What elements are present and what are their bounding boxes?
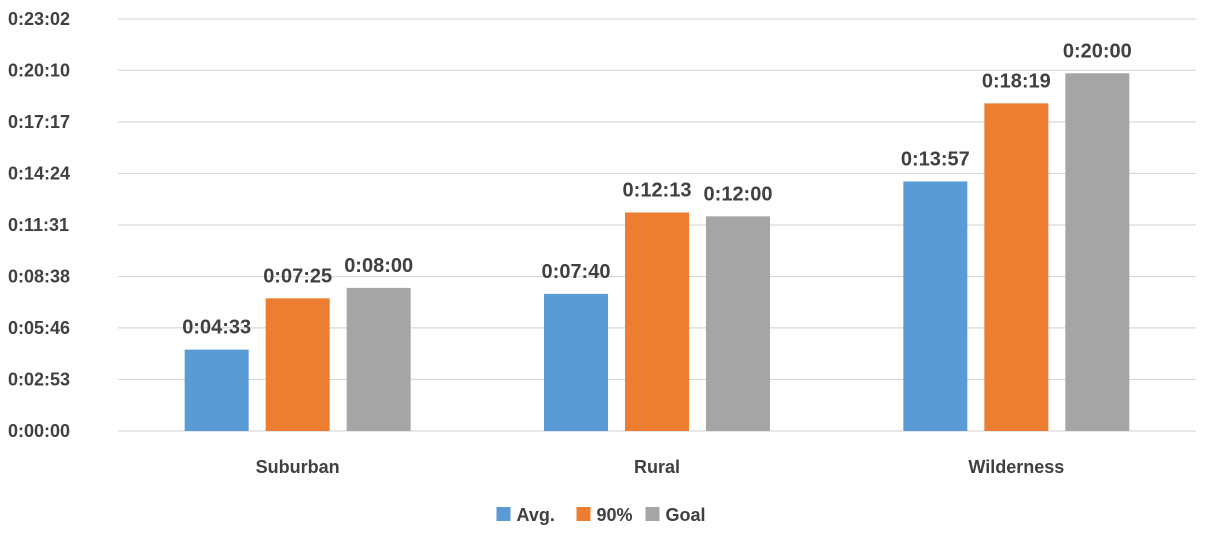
y-tick-label: 0:05:46	[8, 318, 70, 338]
x-axis-ticks: Suburban Rural Wilderness	[256, 457, 1065, 477]
data-label: 0:20:00	[1063, 40, 1132, 62]
y-tick-label: 0:14:24	[8, 163, 70, 183]
legend-swatch	[645, 507, 660, 521]
y-tick-label: 0:11:31	[8, 215, 69, 235]
legend-label: Goal	[666, 505, 706, 525]
y-tick-label: 0:00:00	[8, 421, 70, 441]
data-label: 0:12:13	[623, 179, 692, 201]
bars	[184, 73, 1130, 431]
bar-goal-rural	[706, 216, 770, 431]
bar-90-rural	[625, 212, 689, 431]
data-label: 0:07:40	[542, 261, 611, 283]
bar-90-wilderness	[984, 103, 1049, 431]
legend-item-goal: Goal	[645, 505, 706, 525]
legend-swatch	[576, 507, 591, 521]
data-labels: 0:04:33 0:07:25 0:08:00 0:07:40 0:12:13 0:12:…	[182, 40, 1132, 338]
bar-goal-wilderness	[1065, 73, 1130, 431]
y-axis-ticks: 0:00:00 0:02:53 0:05:46 0:08:38 0:11:31 0:14:…	[8, 9, 70, 441]
bar-90-suburban	[265, 298, 330, 431]
legend-label: Avg.	[517, 505, 555, 525]
x-tick-label: Rural	[634, 457, 680, 477]
legend-label: 90%	[597, 505, 633, 525]
bar-avg-suburban	[184, 349, 249, 431]
y-tick-label: 0:23:02	[8, 9, 70, 29]
bar-avg-wilderness	[903, 181, 968, 431]
x-tick-label: Suburban	[256, 457, 340, 477]
y-tick-label: 0:02:53	[8, 369, 70, 389]
data-label: 0:12:00	[704, 183, 773, 205]
legend: Avg. 90% Goal	[496, 505, 706, 525]
bar-avg-rural	[544, 293, 608, 431]
legend-swatch	[496, 507, 511, 521]
legend-item-90: 90%	[576, 505, 633, 525]
y-tick-label: 0:17:17	[8, 112, 70, 132]
data-label: 0:13:57	[901, 148, 970, 170]
data-label: 0:08:00	[344, 255, 413, 277]
bar-goal-suburban	[346, 287, 411, 431]
data-label: 0:18:19	[982, 70, 1051, 92]
x-tick-label: Wilderness	[968, 457, 1064, 477]
data-label: 0:07:25	[263, 265, 332, 287]
legend-item-avg: Avg.	[496, 505, 555, 525]
y-tick-label: 0:20:10	[8, 60, 70, 80]
data-label: 0:04:33	[182, 317, 251, 339]
y-tick-label: 0:08:38	[8, 267, 70, 287]
